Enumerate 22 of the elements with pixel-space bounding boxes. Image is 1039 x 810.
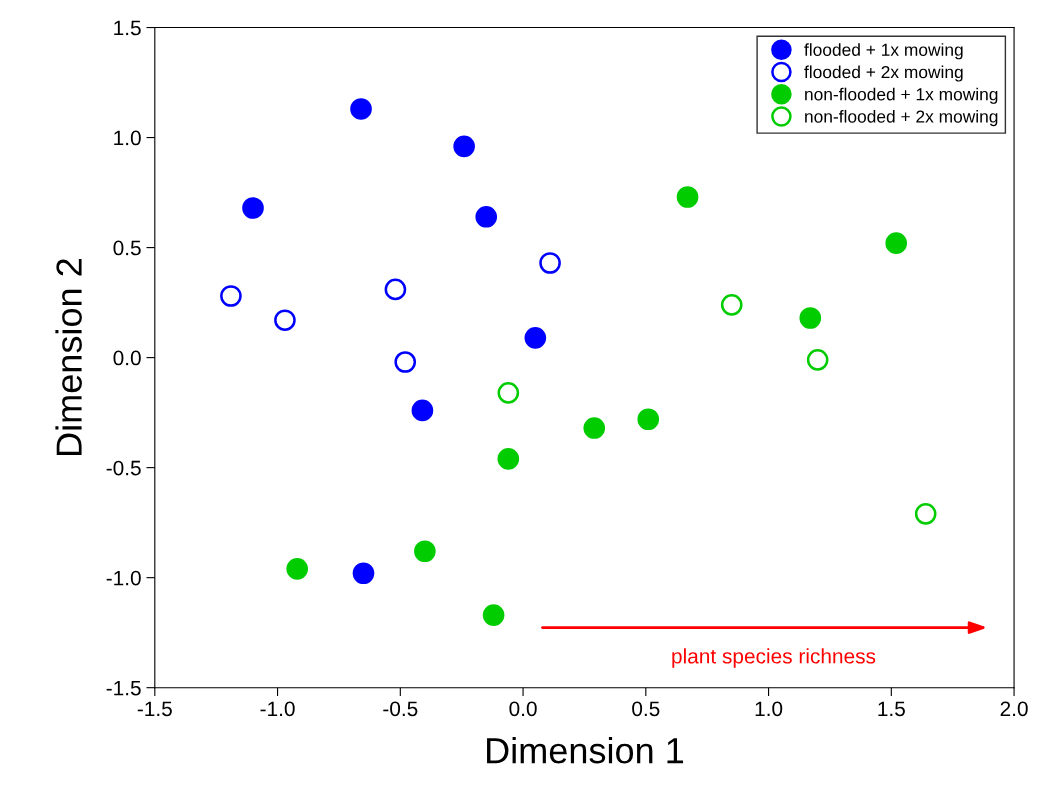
- x-tick-label: 1.0: [755, 701, 783, 717]
- y-tick-label: 0.0: [113, 350, 141, 366]
- y-tick-label: -1.5: [106, 680, 141, 696]
- x-tick-label: -1.0: [260, 701, 295, 717]
- y-axis-title: Dimension 2: [55, 259, 82, 455]
- y-tick-label: 1.5: [114, 20, 141, 36]
- x-tick-label: -1.5: [137, 701, 172, 717]
- x-axis-title: Dimension 1: [487, 736, 684, 764]
- y-tick-label: -0.5: [106, 460, 141, 476]
- legend-label: flooded + 2x mowing: [804, 65, 963, 82]
- x-tick-label: 1.5: [878, 701, 905, 717]
- y-tick-label: 0.5: [113, 240, 141, 256]
- y-tick-label: 1.0: [114, 130, 141, 146]
- legend-label: non-flooded + 2x mowing: [805, 109, 998, 127]
- annotation: plant species richness: [672, 648, 876, 668]
- legend-label: non-flooded + 1x mowing: [805, 87, 998, 104]
- x-tick-label: 0.0: [509, 701, 537, 717]
- x-tick-label: -0.5: [383, 701, 418, 717]
- y-tick-label: -1.0: [106, 570, 141, 586]
- x-tick-label: 2.0: [1000, 701, 1028, 717]
- x-tick-label: 0.5: [632, 701, 660, 717]
- legend-label: flooded + 1x mowing: [804, 43, 963, 60]
